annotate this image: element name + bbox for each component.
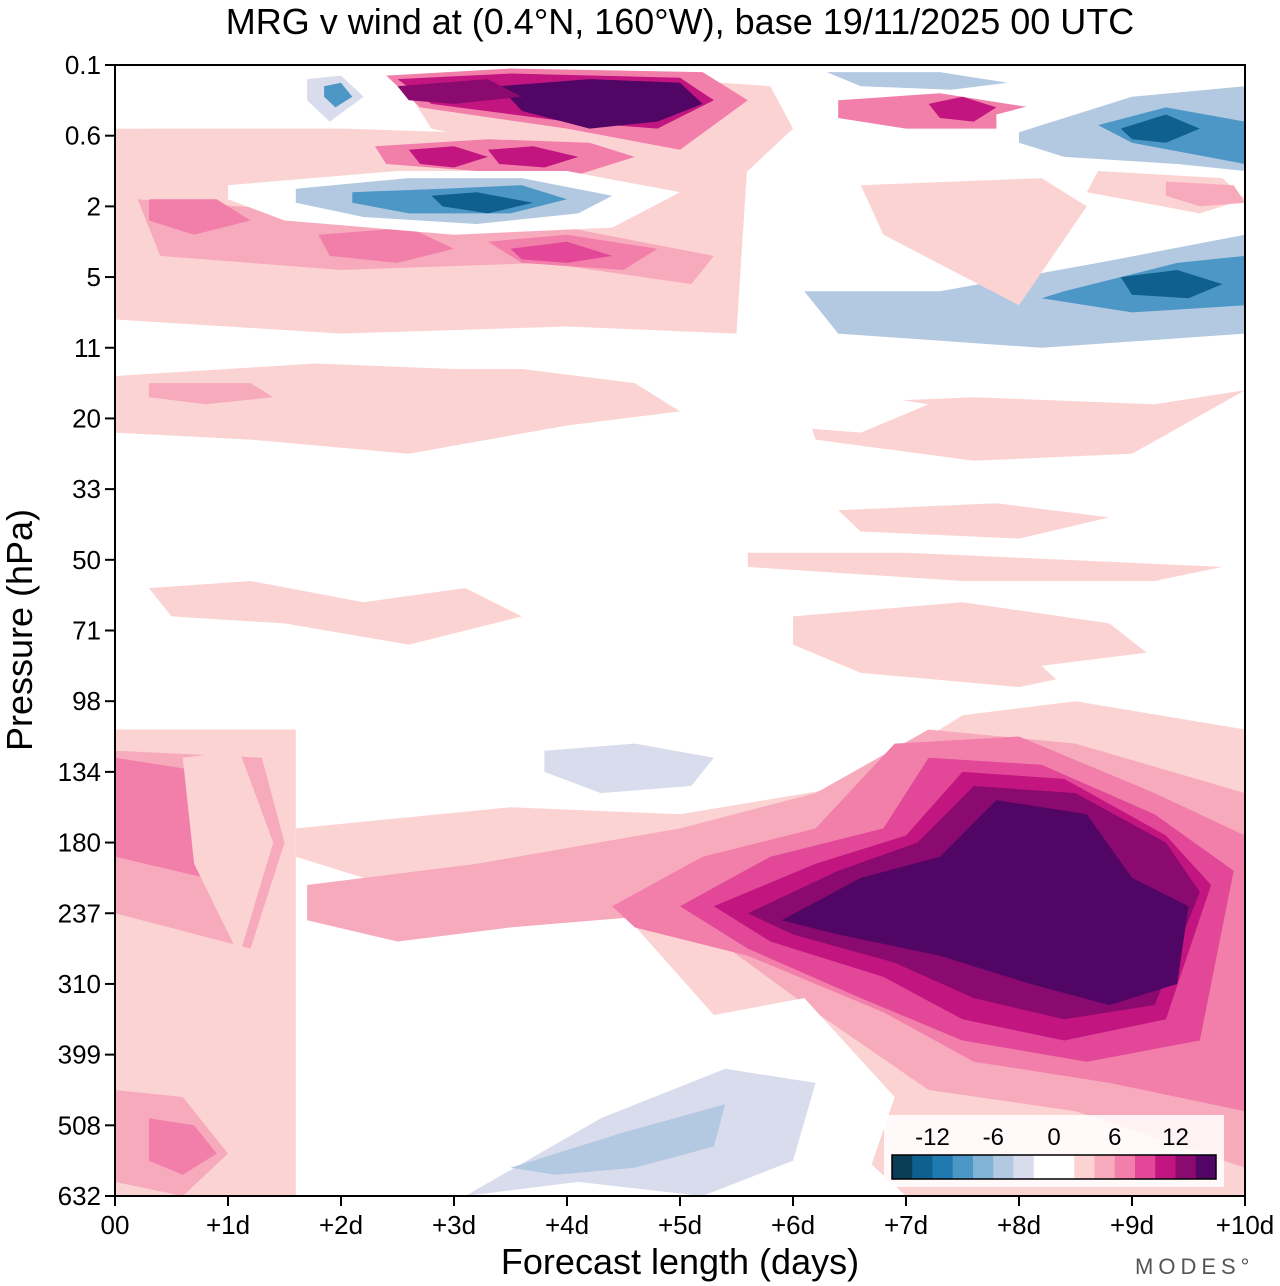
x-axis-title: Forecast length (days) <box>501 1241 859 1282</box>
x-tick-label: +4d <box>545 1210 589 1240</box>
contour-region-23 <box>205 326 692 369</box>
colorbar-label: -6 <box>983 1124 1004 1151</box>
contour-region-27 <box>148 199 251 235</box>
x-tick-label: +2d <box>319 1210 363 1240</box>
modes-logo: MODES° <box>1135 1254 1254 1279</box>
y-axis-title: Pressure (hPa) <box>0 509 40 751</box>
contour-region-57 <box>1120 114 1200 143</box>
contour-region-44 <box>324 82 353 108</box>
y-tick-label: 0.1 <box>65 50 101 80</box>
x-tick-label: +3d <box>432 1210 476 1240</box>
colorbar-swatch <box>993 1155 1014 1179</box>
colorbar-swatch <box>1155 1155 1176 1179</box>
contour-region-18 <box>838 503 1110 539</box>
colorbar-swatch <box>1135 1155 1156 1179</box>
contour-region-64 <box>148 1118 217 1175</box>
chart-title: MRG v wind at (0.4°N, 160°W), base 19/11… <box>226 1 1135 42</box>
y-tick-label: 508 <box>58 1110 101 1140</box>
y-tick-label: 310 <box>58 969 101 999</box>
colorbar-label: -12 <box>915 1124 950 1151</box>
colorbar-swatch <box>932 1155 954 1179</box>
contour-region-15 <box>148 581 522 645</box>
colorbar-swatch <box>952 1155 974 1179</box>
contour-region-9 <box>781 800 1189 1006</box>
contour-region-20 <box>115 361 680 454</box>
colorbar-swatch <box>1013 1155 1035 1179</box>
colorbar-swatch <box>973 1155 994 1179</box>
y-axis-ticks: 0.1 0.6 2 5 11 20 33 50 71 98 134 180 237 310 399 508 63… <box>58 50 115 1211</box>
colorbar-swatch <box>892 1155 913 1179</box>
contour-region-42 <box>431 192 534 214</box>
x-tick-label: +9d <box>1110 1210 1154 1240</box>
colorbar-swatch <box>1054 1155 1075 1179</box>
contour-region-52 <box>838 93 1031 129</box>
x-tick-label: +1d <box>206 1210 250 1240</box>
contour-region-17 <box>747 552 1223 581</box>
contour-region-45 <box>115 100 149 129</box>
contour-region-49 <box>1120 270 1223 299</box>
contour-region-53 <box>928 96 997 122</box>
y-tick-label: 71 <box>72 616 101 646</box>
contour-region-34 <box>487 146 579 168</box>
contour-region-51 <box>826 72 1008 90</box>
y-tick-label: 180 <box>58 828 101 858</box>
contour-region-62 <box>182 750 274 956</box>
contour-region-59 <box>860 178 1087 306</box>
y-tick-label: 50 <box>72 545 101 575</box>
contour-region-12 <box>510 1104 726 1175</box>
x-axis-ticks: 00 +1d +2d +3d +4d +5d +6d +7d +8d +9d +10d <box>101 1196 1275 1240</box>
contour-regions <box>115 68 1245 1196</box>
y-tick-label: 98 <box>72 686 101 716</box>
colorbar-swatch <box>1195 1155 1217 1179</box>
y-tick-label: 2 <box>87 191 101 221</box>
y-tick-label: 5 <box>87 262 101 292</box>
colorbar-frame <box>891 1154 1217 1180</box>
colorbar-label: 12 <box>1162 1124 1189 1151</box>
y-tick-label: 134 <box>58 757 101 787</box>
y-tick-label: 33 <box>72 474 101 504</box>
x-tick-label: +6d <box>771 1210 815 1240</box>
x-tick-label: 00 <box>101 1210 130 1240</box>
contour-region-28 <box>318 227 454 263</box>
y-tick-label: 11 <box>74 333 101 363</box>
contour-region-24 <box>736 390 929 433</box>
y-tick-label: 0.6 <box>65 121 101 151</box>
contour-region-33 <box>408 146 488 168</box>
contour-region-19 <box>1041 651 1245 695</box>
colorbar-swatch <box>1094 1155 1116 1179</box>
contour-region-37 <box>499 79 703 129</box>
y-tick-label: 20 <box>72 403 101 433</box>
colorbar: -12 -6 0 6 12 <box>884 1115 1224 1187</box>
colorbar-swatch <box>1175 1155 1197 1179</box>
contour-region-38 <box>397 79 522 104</box>
colorbar-swatch <box>1114 1155 1136 1179</box>
colorbar-swatch <box>912 1155 933 1179</box>
x-tick-label: +10d <box>1216 1210 1275 1240</box>
contour-region-21 <box>148 383 274 405</box>
x-tick-label: +8d <box>997 1210 1041 1240</box>
contour-region-61 <box>1165 181 1245 207</box>
contour-region-14 <box>544 743 714 794</box>
x-tick-label: +7d <box>884 1210 928 1240</box>
y-tick-label: 632 <box>58 1181 101 1211</box>
colorbar-swatch <box>1074 1155 1095 1179</box>
colorbar-label: 0 <box>1047 1124 1060 1151</box>
x-tick-label: +5d <box>658 1210 702 1240</box>
colorbar-swatch <box>1033 1155 1055 1179</box>
y-tick-label: 237 <box>58 898 101 928</box>
y-tick-label: 399 <box>58 1040 101 1070</box>
contour-region-30 <box>510 241 613 263</box>
colorbar-label: 6 <box>1108 1124 1121 1151</box>
